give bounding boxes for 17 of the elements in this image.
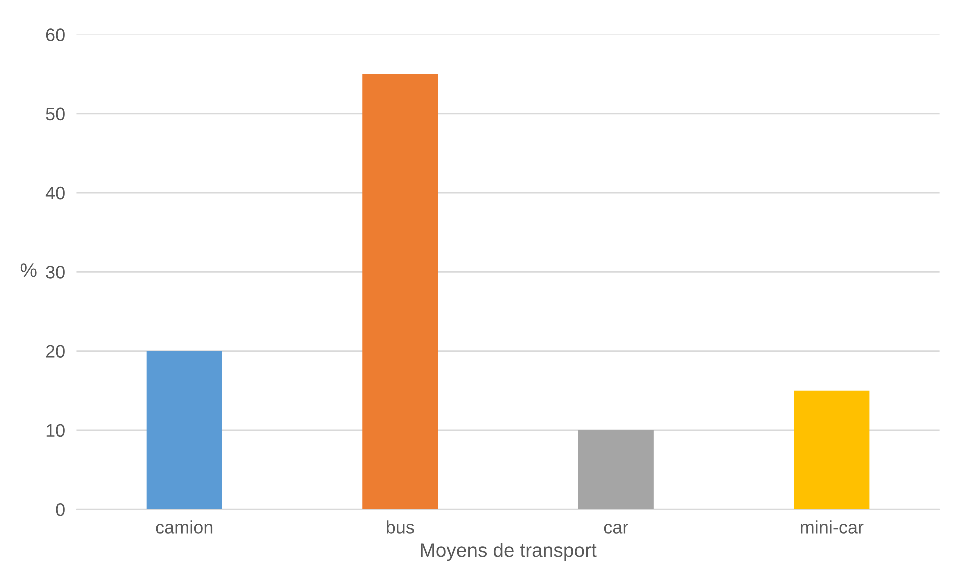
- x-tick-label: camion: [156, 520, 213, 534]
- bar: [794, 390, 870, 510]
- y-tick-label: 30: [46, 266, 65, 279]
- bar: [146, 351, 222, 510]
- x-tick-label: bus: [386, 520, 414, 534]
- y-tick-label: 20: [46, 345, 65, 358]
- y-tick-label: 50: [46, 108, 65, 121]
- y-tick-label: 0: [56, 503, 65, 516]
- y-tick-label: 60: [46, 28, 65, 42]
- y-tick-label: 40: [46, 186, 65, 200]
- x-tick-label: car: [604, 524, 628, 534]
- bar: [362, 74, 438, 510]
- x-tick-label: mini-car: [801, 520, 864, 534]
- y-tick-label: 10: [46, 424, 65, 438]
- x-axis-title: Moyens de transport: [421, 543, 597, 562]
- bar: [578, 430, 654, 510]
- y-axis-title: %: [20, 264, 37, 278]
